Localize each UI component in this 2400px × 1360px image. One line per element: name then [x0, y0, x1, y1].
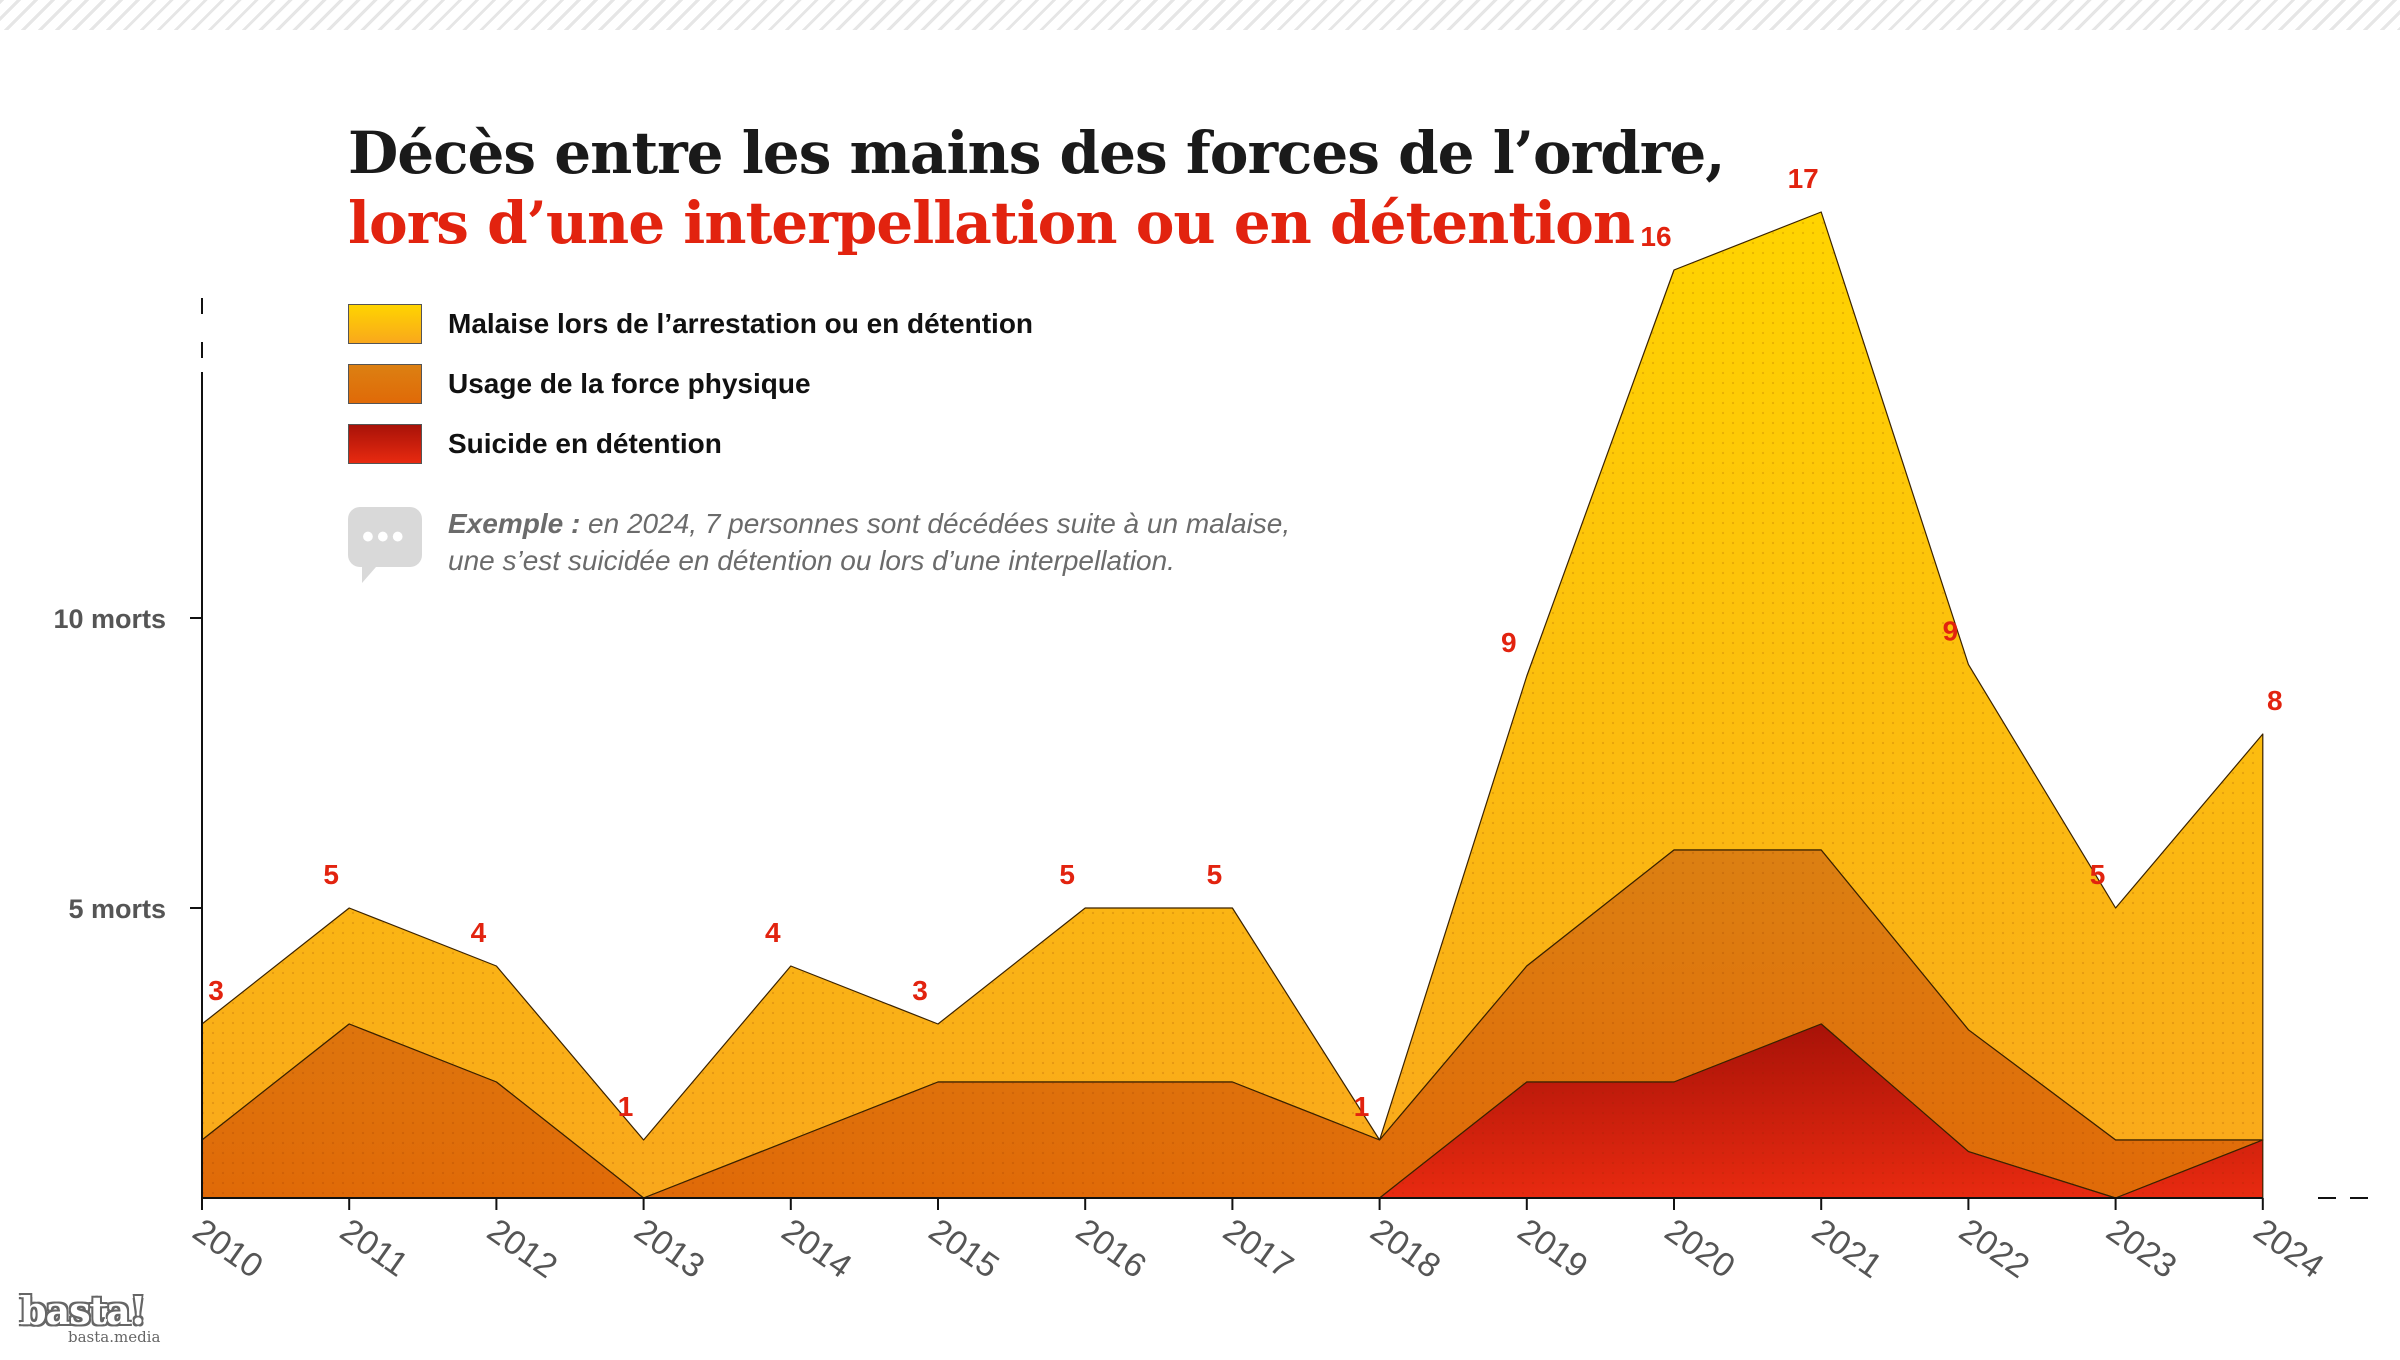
- area-force-texture: [202, 850, 2263, 1198]
- legend-swatch-force: [348, 364, 422, 404]
- x-tick-label-2024: 2024: [2247, 1211, 2331, 1286]
- legend-label-force: Usage de la force physique: [448, 368, 811, 399]
- legend-label-malaise: Malaise lors de l’arrestation ou en déte…: [448, 308, 1034, 339]
- area-suicide-texture: [202, 1024, 2263, 1198]
- x-tick-label-2010: 2010: [186, 1211, 270, 1286]
- legend-swatch-suicide: [348, 424, 422, 464]
- x-tick-label-2012: 2012: [480, 1211, 564, 1286]
- x-tick-label-2011: 2011: [333, 1211, 415, 1284]
- total-label-2011: 5: [323, 859, 339, 890]
- chart-title-line-1: Décès entre les mains des forces de l’or…: [348, 119, 1725, 187]
- total-label-2018: 1: [1354, 1091, 1370, 1122]
- total-label-2010: 3: [208, 975, 224, 1006]
- chart-title: Décès entre les mains des forces de l’or…: [348, 118, 1725, 258]
- total-label-2022: 9: [1943, 615, 1959, 646]
- y-tick-label-10: 10 morts: [53, 604, 166, 634]
- striped-top-border: [0, 0, 2400, 30]
- legend-label-suicide: Suicide en détention: [448, 428, 722, 459]
- x-tick-label-2021: 2021: [1805, 1211, 1889, 1286]
- legend-swatch-malaise: [348, 304, 422, 344]
- y-tick-label-5: 5 morts: [68, 894, 166, 924]
- total-label-2021: 17: [1788, 163, 1819, 194]
- area-malaise-texture: [202, 212, 2263, 1198]
- x-tick-label-2020: 2020: [1658, 1211, 1742, 1286]
- total-label-2013: 1: [618, 1091, 634, 1122]
- x-tick-label-2014: 2014: [775, 1211, 859, 1286]
- basta-logo: basta! basta.media: [20, 1288, 161, 1347]
- x-tick-label-2018: 2018: [1364, 1211, 1448, 1286]
- total-label-2019: 9: [1501, 627, 1517, 658]
- speech-bubble-icon: •••: [348, 507, 422, 583]
- x-tick-label-2013: 2013: [628, 1211, 712, 1286]
- total-label-2017: 5: [1207, 859, 1223, 890]
- x-tick-label-2023: 2023: [2100, 1211, 2184, 1286]
- x-tick-label-2016: 2016: [1069, 1211, 1153, 1286]
- example-text: Exemple : en 2024, 7 personnes sont décé…: [448, 505, 1448, 579]
- example-line-1: en 2024, 7 personnes sont décédées suite…: [580, 508, 1291, 539]
- total-label-2020: 16: [1640, 221, 1671, 252]
- x-tick-label-2015: 2015: [922, 1211, 1006, 1286]
- x-tick-label-2022: 2022: [1952, 1211, 2036, 1286]
- total-label-2014: 4: [765, 917, 781, 948]
- x-tick-label-2019: 2019: [1511, 1211, 1595, 1286]
- logo-wordmark: basta!: [20, 1288, 146, 1333]
- total-label-2015: 3: [912, 975, 928, 1006]
- total-label-2023: 5: [2090, 859, 2106, 890]
- example-line-2: une s’est suicidée en détention ou lors …: [448, 545, 1175, 576]
- example-bold-label: Exemple :: [448, 508, 581, 539]
- x-tick-label-2017: 2017: [1216, 1211, 1300, 1286]
- total-label-2016: 5: [1059, 859, 1075, 890]
- total-label-2024: 8: [2267, 685, 2283, 716]
- logo-url: basta.media: [68, 1328, 161, 1346]
- total-label-2012: 4: [471, 917, 487, 948]
- chart-title-line-2: lors d’une interpellation ou en détentio…: [348, 189, 1635, 257]
